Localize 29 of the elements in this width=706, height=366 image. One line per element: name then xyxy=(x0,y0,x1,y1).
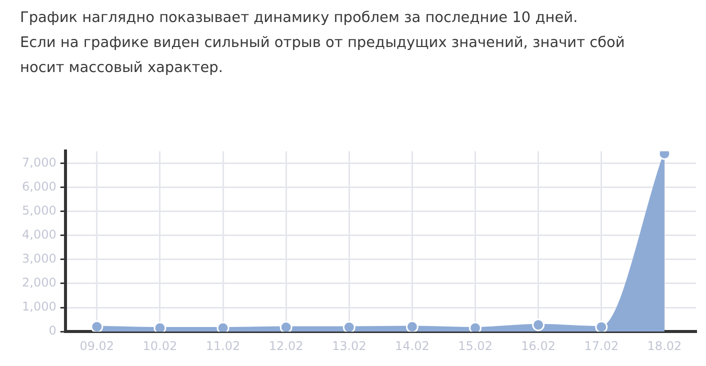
x-tick-label: 14.02 xyxy=(395,338,430,353)
chart-title: График наглядно показывает динамику проблем за последние 10 дней. xyxy=(20,9,579,28)
x-tick-label: 15.02 xyxy=(458,338,492,353)
point xyxy=(154,322,166,332)
x-tick-label: 17.02 xyxy=(584,338,619,353)
x-tick-label: 16.02 xyxy=(521,338,556,353)
chart-subtitle: Если на графике виден сильный отрыв от предыдущих значений, значит сбой носит массовый характер. xyxy=(20,34,626,78)
y-tick-label: 4,000 xyxy=(22,228,56,242)
point xyxy=(469,322,482,332)
x-tick-label: 11.02 xyxy=(206,338,240,353)
y-tick-label: 3,000 xyxy=(22,252,56,266)
point xyxy=(406,320,418,332)
y-tick-label: 5,000 xyxy=(22,203,56,218)
x-tick-label: 12.02 xyxy=(268,338,304,353)
x-tick-label: 18.02 xyxy=(647,338,682,353)
y-tick-label: 7,000 xyxy=(22,155,56,170)
point xyxy=(90,320,104,332)
x-tick-label: 10.02 xyxy=(142,338,178,353)
point xyxy=(342,321,356,332)
y-tick-label: 0 xyxy=(48,324,56,338)
y-tick-label: 1,000 xyxy=(22,300,56,314)
y-tick-label: 2,000 xyxy=(22,276,56,290)
x-tick-label: 13.02 xyxy=(332,338,366,353)
point xyxy=(280,321,292,332)
point xyxy=(532,318,545,332)
point xyxy=(216,322,230,332)
x-tick-label: 09.02 xyxy=(80,338,114,353)
point xyxy=(595,320,608,332)
y-tick-label: 6,000 xyxy=(22,179,56,194)
